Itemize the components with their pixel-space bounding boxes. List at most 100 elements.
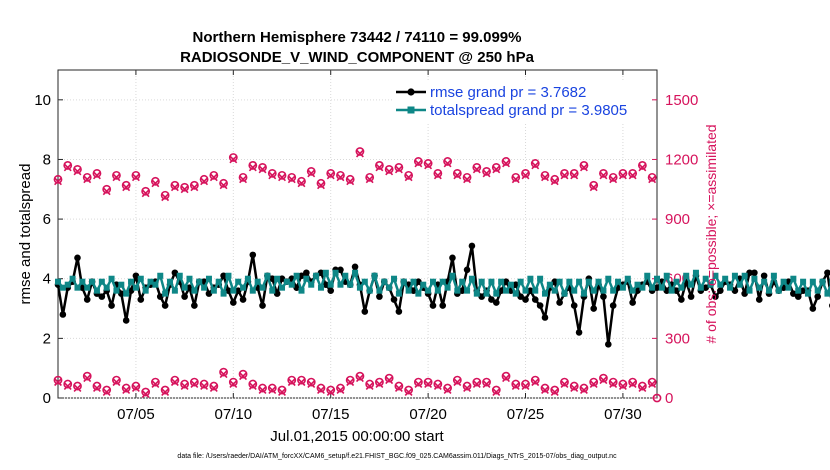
legend-totalspread-marker: [407, 106, 415, 114]
obs-possible-marker: [433, 379, 443, 389]
rmse-point: [746, 269, 753, 277]
totalspread-point: [376, 287, 383, 294]
obs-possible-marker: [472, 163, 482, 172]
obs-possible-marker: [355, 371, 365, 381]
obs-assimilated-marker: [287, 175, 296, 184]
rmse-point: [541, 314, 549, 321]
totalspread-point: [649, 284, 656, 291]
rmse-point: [751, 269, 758, 277]
totalspread-point: [454, 287, 461, 294]
obs-possible-marker: [579, 161, 589, 170]
totalspread-point: [824, 290, 830, 297]
obs-possible-marker: [608, 172, 618, 182]
legend-rmse-marker: [407, 88, 415, 96]
obs-possible-marker: [336, 170, 345, 180]
obs-assimilated-marker: [209, 173, 218, 182]
obs-possible-marker: [652, 393, 662, 403]
rmse-point: [337, 266, 344, 274]
totalspread-point: [400, 278, 407, 285]
totalspread-point: [722, 275, 729, 282]
totalspread-point: [712, 272, 719, 279]
totalspread-point: [761, 278, 768, 285]
obs-assimilated-marker: [346, 177, 355, 186]
obs-count-markers: [53, 147, 662, 403]
obs-assimilated-marker: [521, 382, 530, 391]
legend-totalspread-label: totalspread grand pr = 3.9805: [430, 102, 627, 119]
obs-assimilated-marker: [287, 378, 296, 387]
obs-assimilated-marker: [131, 384, 140, 393]
obs-possible-marker: [521, 379, 530, 389]
obs-possible-marker: [384, 164, 394, 174]
rmse-point: [132, 272, 140, 280]
obs-possible-marker: [238, 369, 248, 379]
totalspread-point: [683, 272, 690, 279]
rmse-point: [351, 263, 359, 271]
obs-possible-marker: [248, 161, 258, 170]
right-y-tick-label: 0: [665, 390, 673, 407]
totalspread-point: [727, 284, 734, 291]
totalspread-point: [240, 284, 247, 291]
rmse-point: [809, 305, 817, 312]
rmse-point: [678, 296, 685, 303]
totalspread-point: [605, 275, 612, 282]
obs-possible-marker: [423, 159, 433, 168]
obs-possible-marker: [569, 381, 579, 391]
totalspread-point: [215, 278, 222, 285]
obs-possible-marker: [306, 166, 316, 176]
obs-assimilated-marker: [122, 183, 131, 192]
obs-assimilated-marker: [599, 171, 608, 180]
obs-possible-marker: [219, 178, 228, 188]
right-y-tick-label: 1500: [665, 92, 698, 109]
totalspread-point: [624, 275, 631, 282]
obs-assimilated-marker: [463, 175, 472, 184]
totalspread-point: [556, 278, 563, 285]
obs-possible-marker: [131, 170, 141, 180]
obs-possible-marker: [560, 168, 569, 178]
totalspread-point: [181, 284, 188, 291]
totalspread-point: [191, 287, 198, 294]
totalspread-point: [634, 281, 641, 288]
obs-assimilated-marker: [560, 171, 569, 180]
rmse-point: [171, 269, 179, 277]
totalspread-point: [128, 278, 135, 285]
rmse-point: [799, 287, 807, 294]
totalspread-point: [429, 278, 436, 285]
totalspread-point: [395, 290, 402, 297]
obs-possible-marker: [345, 174, 355, 184]
obs-assimilated-marker: [54, 378, 62, 387]
rmse-point: [259, 302, 266, 309]
totalspread-point: [84, 284, 91, 291]
totalspread-point: [585, 278, 592, 285]
obs-possible-marker: [443, 383, 452, 393]
rmse-point: [502, 278, 510, 286]
obs-assimilated-marker: [122, 386, 131, 395]
obs-possible-marker: [73, 381, 82, 391]
rmse-point: [687, 293, 695, 300]
obs-assimilated-marker: [297, 179, 306, 188]
obs-assimilated-marker: [453, 171, 462, 180]
obs-possible-marker: [443, 157, 452, 166]
obs-possible-marker: [394, 381, 404, 391]
obs-possible-marker: [53, 174, 63, 184]
obs-assimilated-marker: [346, 378, 355, 387]
totalspread-point: [483, 290, 490, 297]
rmse-point: [303, 269, 310, 277]
obs-possible-marker: [258, 163, 267, 172]
totalspread-point: [89, 278, 96, 285]
totalspread-point: [673, 278, 680, 285]
obs-assimilated-marker: [579, 386, 588, 395]
rmse-point: [717, 287, 724, 294]
obs-possible-marker: [209, 170, 219, 180]
obs-possible-marker: [63, 161, 73, 170]
totalspread-point: [702, 275, 709, 282]
obs-possible-marker: [462, 381, 472, 391]
totalspread-point: [347, 281, 354, 288]
obs-possible-marker: [297, 176, 306, 186]
totalspread-point: [600, 287, 607, 294]
obs-assimilated-marker: [492, 165, 501, 174]
obs-possible-marker: [170, 180, 180, 190]
obs-assimilated-marker: [375, 163, 384, 172]
totalspread-point: [766, 287, 773, 294]
obs-possible-marker: [199, 174, 209, 184]
